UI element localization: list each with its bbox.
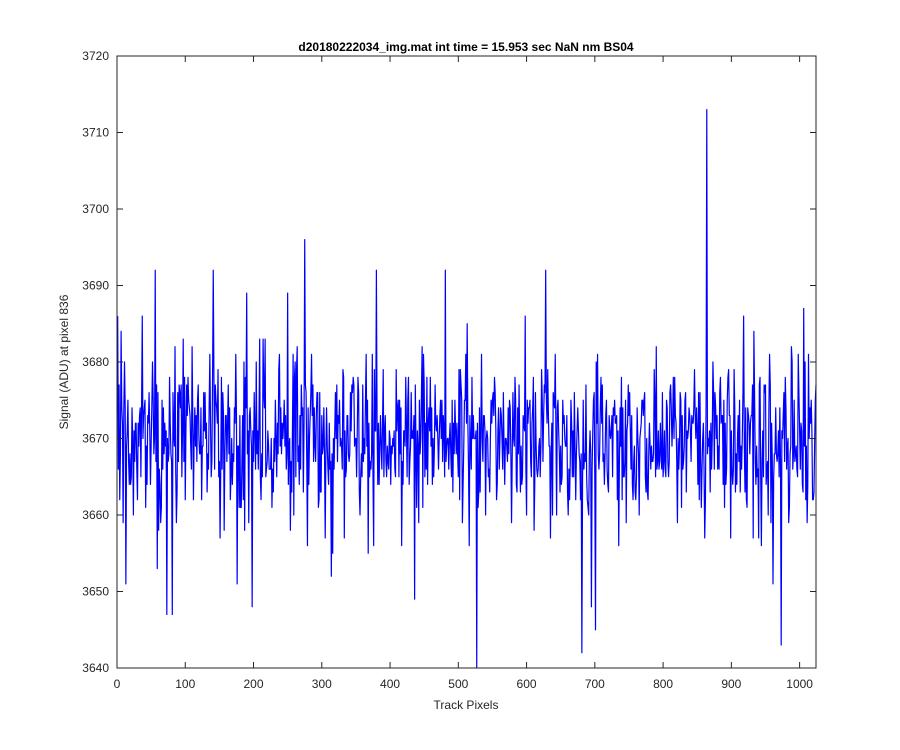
y-tick-label: 3670 [82, 432, 109, 446]
x-tick-label: 900 [721, 677, 741, 691]
chart-title: d20180222034_img.mat int time = 15.953 s… [298, 40, 634, 54]
series-layer [117, 108, 817, 669]
ticks-layer: 0 100 200 300 400 500 600 700 800 900 1000 3640 3650… [82, 49, 816, 691]
x-tick-label: 0 [114, 677, 121, 691]
x-tick-label: 400 [380, 677, 400, 691]
y-tick-label: 3640 [82, 661, 109, 675]
x-tick-label: 100 [175, 677, 195, 691]
x-axis-label: Track Pixels [434, 698, 499, 712]
y-tick-label: 3660 [82, 508, 109, 522]
x-tick-label: 200 [244, 677, 264, 691]
axes-box [116, 55, 817, 669]
x-tick-label: 600 [517, 677, 537, 691]
y-tick-label: 3680 [82, 355, 109, 369]
x-tick-label: 700 [585, 677, 605, 691]
x-tick-label: 800 [653, 677, 673, 691]
y-tick-label: 3650 [82, 585, 109, 599]
x-tick-label: 300 [312, 677, 332, 691]
y-tick-label: 3710 [82, 126, 109, 140]
y-tick-label: 3690 [82, 279, 109, 293]
y-axis-label: Signal (ADU) at pixel 836 [57, 294, 71, 429]
x-tick-label: 500 [448, 677, 468, 691]
y-tick-label: 3700 [82, 202, 109, 216]
x-tick-label: 1000 [786, 677, 813, 691]
signal-series-line [117, 108, 817, 669]
y-tick-label: 3720 [82, 49, 109, 63]
